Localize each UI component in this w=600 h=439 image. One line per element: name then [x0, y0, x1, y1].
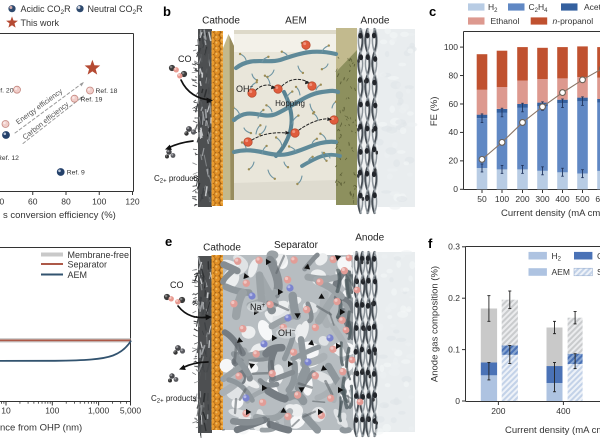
svg-text:500: 500 [575, 194, 589, 204]
svg-text:100: 100 [92, 197, 106, 207]
svg-text:Anode: Anode [355, 233, 384, 244]
svg-text:Anode gas composition (%): Anode gas composition (%) [430, 266, 441, 382]
svg-text:Anode: Anode [361, 16, 390, 27]
svg-text:300: 300 [535, 194, 549, 204]
svg-text:100: 100 [45, 406, 59, 416]
svg-text:10: 10 [1, 406, 11, 416]
svg-text:200: 200 [491, 406, 505, 416]
svg-text:Acidic CO2R: Acidic CO2R [21, 4, 72, 16]
svg-text:Membrane-free: Membrane-free [68, 250, 130, 260]
svg-text:Separator: Separator [68, 260, 108, 270]
svg-text:Hopping: Hopping [275, 99, 305, 108]
svg-text:60: 60 [28, 197, 38, 207]
svg-text:f: f [428, 236, 433, 251]
svg-text:AEM: AEM [285, 16, 307, 27]
svg-text:60: 60 [449, 99, 459, 109]
svg-text:100: 100 [444, 42, 458, 52]
svg-text:AEM: AEM [552, 267, 570, 277]
svg-text:400: 400 [556, 406, 570, 416]
svg-text:Na+: Na+ [250, 302, 266, 312]
svg-text:CO: CO [170, 280, 184, 290]
svg-text:Ref. 18: Ref. 18 [96, 88, 118, 95]
svg-text:40: 40 [0, 197, 4, 207]
svg-text:C2+ products: C2+ products [154, 174, 200, 185]
svg-text:This work: This work [21, 18, 60, 28]
svg-text:Ref. 19: Ref. 19 [81, 96, 103, 103]
svg-text:Cathode: Cathode [203, 243, 241, 254]
svg-text:400: 400 [555, 194, 569, 204]
svg-text:0.3: 0.3 [448, 242, 460, 252]
svg-text:0.2: 0.2 [448, 293, 460, 303]
svg-text:Ethanol: Ethanol [491, 16, 520, 26]
svg-text:n-propanol: n-propanol [553, 16, 594, 26]
svg-text:0.1: 0.1 [448, 344, 460, 354]
svg-text:Ref. 9: Ref. 9 [67, 170, 85, 177]
svg-text:0: 0 [453, 184, 458, 194]
svg-text:20: 20 [449, 156, 459, 166]
svg-text:OH−: OH− [236, 84, 254, 94]
svg-text:Acetate: Acetate [584, 2, 600, 12]
svg-text:s conversion efficiency (%): s conversion efficiency (%) [3, 210, 116, 221]
svg-text:1,000: 1,000 [88, 406, 110, 416]
svg-text:80: 80 [61, 197, 71, 207]
svg-text:5,000: 5,000 [120, 406, 142, 416]
svg-text:nce from OHP (nm): nce from OHP (nm) [0, 423, 82, 434]
svg-text:0: 0 [455, 396, 460, 406]
svg-text:Current density (mA cm−2): Current density (mA cm−2) [505, 425, 600, 437]
svg-text:Separator: Separator [274, 240, 319, 251]
svg-text:C2H4: C2H4 [529, 2, 549, 14]
svg-text:Separator: Separator [597, 267, 600, 277]
svg-text:Cathode: Cathode [202, 16, 240, 27]
svg-text:Ref. 20: Ref. 20 [0, 87, 14, 94]
svg-text:40: 40 [449, 127, 459, 137]
svg-text:FE (%): FE (%) [429, 97, 440, 127]
svg-text:b: b [163, 4, 171, 19]
svg-text:Current density (mA cm−2): Current density (mA cm−2) [501, 208, 600, 220]
svg-text:OH−: OH− [278, 328, 296, 338]
svg-text:600: 600 [595, 194, 600, 204]
svg-text:H2: H2 [488, 2, 498, 14]
svg-text:CO: CO [178, 54, 192, 64]
svg-text:200: 200 [515, 194, 529, 204]
svg-text:Ref. 12: Ref. 12 [0, 155, 19, 162]
svg-text:AEM: AEM [68, 270, 88, 280]
svg-text:50: 50 [477, 194, 487, 204]
svg-text:H2: H2 [552, 251, 562, 263]
svg-text:Neutral CO2R: Neutral CO2R [88, 4, 144, 16]
svg-text:C2+ products: C2+ products [151, 394, 197, 405]
svg-text:e: e [165, 234, 172, 249]
svg-text:CO: CO [597, 251, 600, 261]
svg-text:c: c [429, 4, 436, 19]
svg-text:80: 80 [449, 70, 459, 80]
svg-text:120: 120 [125, 197, 139, 207]
svg-text:100: 100 [495, 194, 509, 204]
